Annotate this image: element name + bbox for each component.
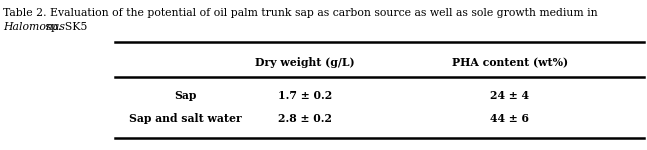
Text: PHA content (wt%): PHA content (wt%): [452, 57, 568, 68]
Text: 2.8 ± 0.2: 2.8 ± 0.2: [278, 113, 332, 124]
Text: 44 ± 6: 44 ± 6: [490, 113, 529, 124]
Text: Halomonas: Halomonas: [3, 22, 65, 32]
Text: sp. SK5: sp. SK5: [42, 22, 87, 32]
Text: Sap: Sap: [174, 90, 196, 101]
Text: 1.7 ± 0.2: 1.7 ± 0.2: [278, 90, 332, 101]
Text: Sap and salt water: Sap and salt water: [129, 113, 241, 124]
Text: Dry weight (g/L): Dry weight (g/L): [255, 57, 355, 68]
Text: 24 ± 4: 24 ± 4: [490, 90, 529, 101]
Text: Table 2. Evaluation of the potential of oil palm trunk sap as carbon source as w: Table 2. Evaluation of the potential of …: [3, 8, 598, 18]
